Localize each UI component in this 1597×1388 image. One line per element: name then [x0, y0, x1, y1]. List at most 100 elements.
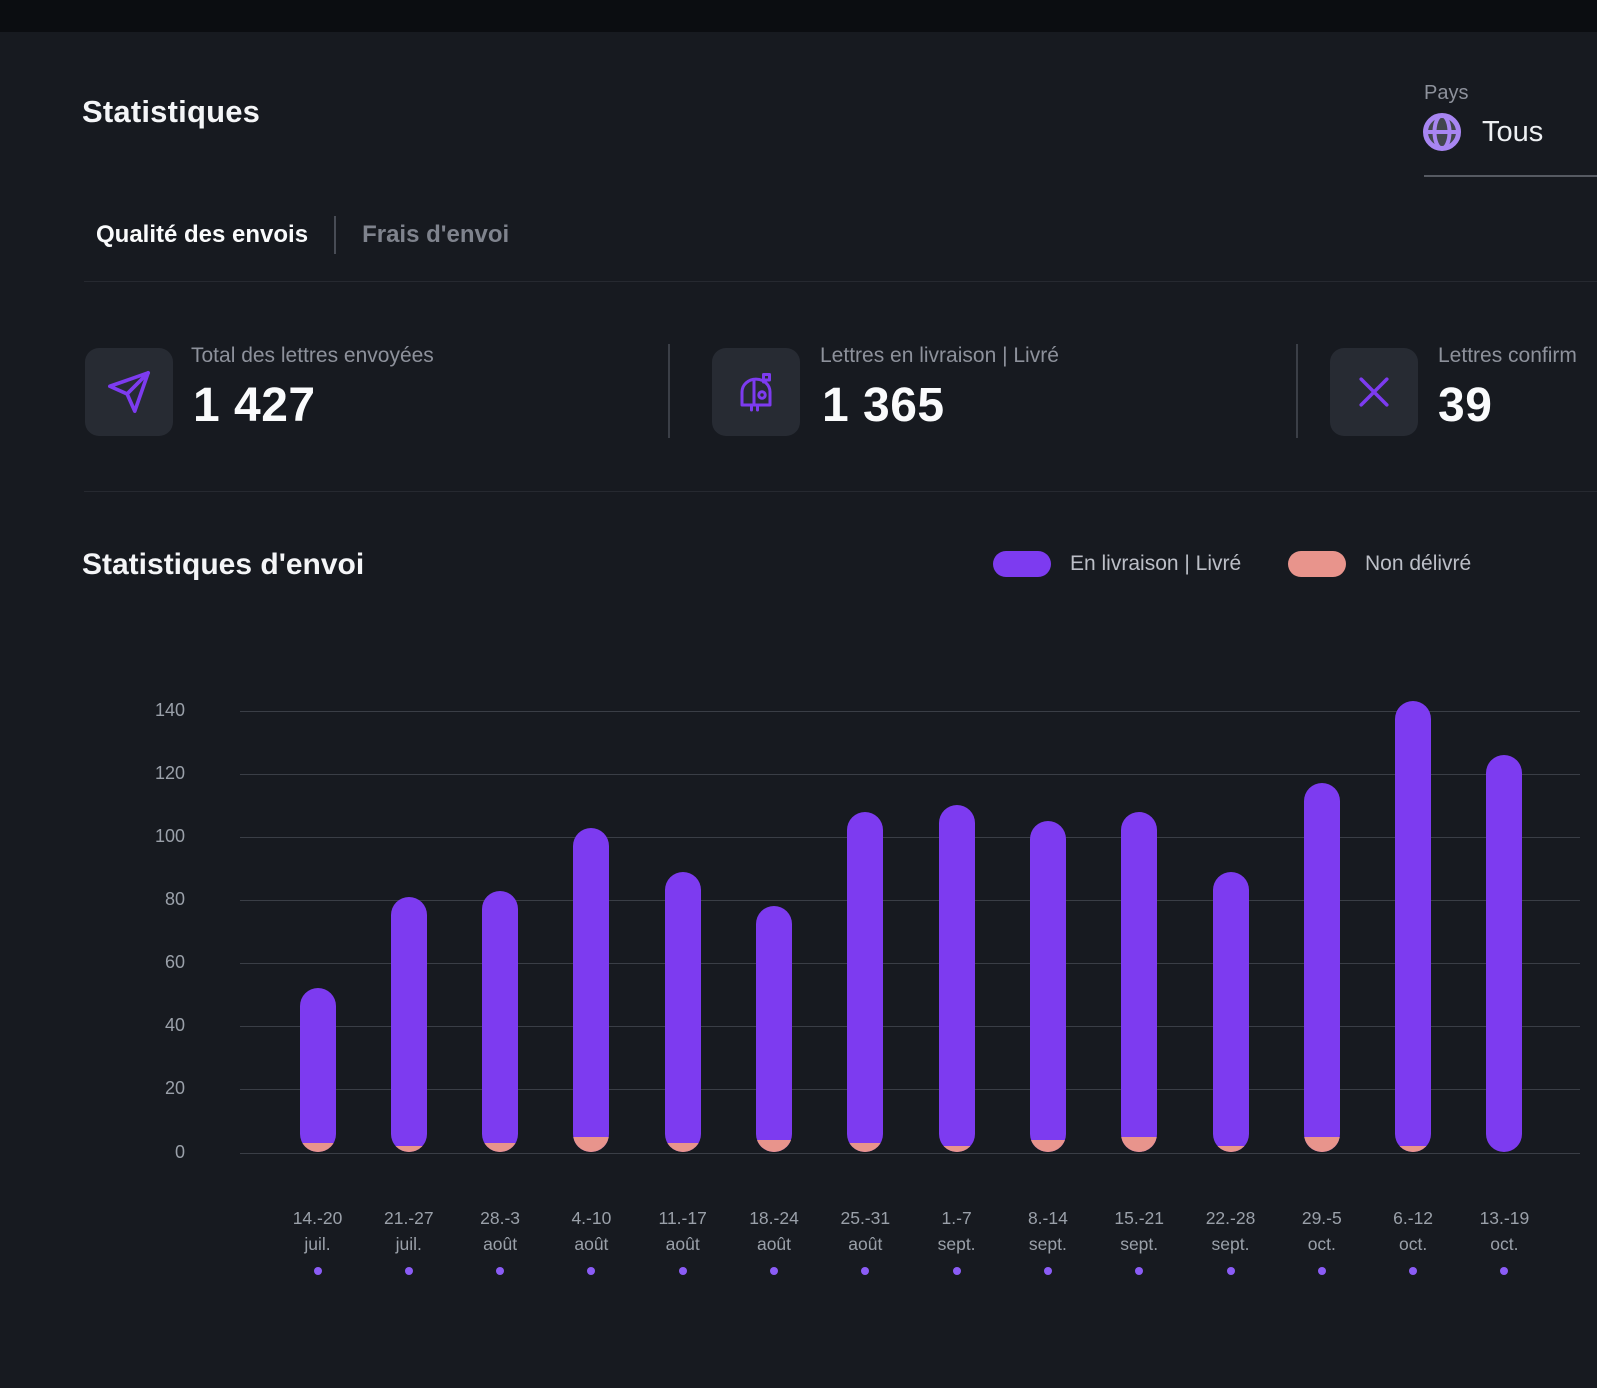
y-axis-tick-60: 60 [164, 952, 185, 973]
x-axis-dot [313, 1267, 322, 1275]
x-axis-label-22.-28: 22.-28 sept. [1205, 1208, 1256, 1254]
tab-divider [334, 216, 337, 254]
chart-bar-segment-non-delivre [482, 1143, 519, 1153]
legend-item-non-delivre[interactable]: Non délivré [1288, 551, 1471, 577]
legend-swatch-salmon [1288, 551, 1346, 577]
stat-value-livraison: 1 365 [822, 379, 945, 432]
chart-bar-segment-non-delivre [1212, 1146, 1249, 1153]
x-axis-dot [952, 1267, 961, 1275]
gridline-y-40 [240, 1026, 1580, 1028]
stat-divider [1296, 344, 1298, 438]
country-select-label: Pays [1424, 82, 1469, 104]
stat-icon-tile-total [85, 348, 173, 436]
gridline-y-60 [240, 963, 1580, 965]
mailbox-icon [732, 368, 780, 416]
y-axis-tick-40: 40 [164, 1015, 185, 1036]
chart-title: Statistiques d'envoi [82, 548, 365, 581]
chart-bar-segment-non-delivre [1395, 1146, 1432, 1153]
chart-bar-13.-19-oct.[interactable] [1486, 754, 1523, 1153]
gridline-y-100 [240, 837, 1580, 838]
country-select[interactable]: Tous [1422, 112, 1543, 152]
chart-bar-1.-7-sept.[interactable] [938, 805, 975, 1153]
chart-bar-4.-10-août[interactable] [573, 827, 610, 1153]
chart-bar-segment-non-delivre [938, 1146, 975, 1153]
legend-label: Non délivré [1365, 552, 1472, 575]
y-axis-tick-20: 20 [164, 1078, 185, 1099]
x-axis-dot [1317, 1267, 1326, 1275]
top-strip [0, 0, 1597, 32]
y-axis-tick-0: 0 [174, 1141, 185, 1162]
stat-label-confirm: Lettres confirm [1438, 344, 1577, 367]
x-axis-label-6.-12: 6.-12 oct. [1393, 1208, 1434, 1254]
x-axis-label-14.-20: 14.-20 juil. [292, 1208, 343, 1254]
x-axis-label-21.-27: 21.-27 juil. [383, 1208, 434, 1254]
gridline-y-80 [240, 900, 1580, 902]
tab-qualite-des-envois[interactable]: Qualité des envois [96, 221, 309, 248]
gridline-y-140 [240, 710, 1580, 712]
gridline-y-0 [240, 1152, 1580, 1154]
x-axis-dot [587, 1267, 596, 1275]
x-axis-label-1.-7: 1.-7 sept. [937, 1208, 976, 1254]
x-axis-dot [496, 1267, 505, 1275]
x-axis-dot [1409, 1267, 1418, 1275]
chart-bar-segment-non-delivre [664, 1143, 701, 1153]
x-axis-label-29.-5: 29.-5 oct. [1301, 1208, 1342, 1254]
globe-icon [1422, 112, 1462, 152]
chart-bar-25.-31-août[interactable] [847, 811, 884, 1153]
y-axis-tick-120: 120 [154, 762, 185, 783]
x-axis-label-28.-3: 28.-3 août [480, 1208, 521, 1254]
gridline-y-20 [240, 1089, 1580, 1091]
stat-icon-tile-livraison [712, 348, 800, 436]
chart-bar-29.-5-oct.[interactable] [1303, 783, 1340, 1153]
x-axis-dot [404, 1267, 413, 1275]
chart-bar-18.-24-août[interactable] [756, 906, 792, 1153]
legend-label: En livraison | Livré [1070, 552, 1242, 575]
x-axis-label-18.-24: 18.-24 août [749, 1208, 799, 1254]
x-axis-dot [1043, 1267, 1052, 1275]
x-axis-label-4.-10: 4.-10 août [571, 1208, 612, 1254]
x-axis-dot [1500, 1267, 1509, 1275]
legend-swatch-purple [993, 551, 1051, 577]
country-select-value: Tous [1482, 115, 1544, 148]
y-axis-tick-80: 80 [164, 889, 185, 910]
chart-bar-11.-17-août[interactable] [664, 871, 701, 1153]
chart-bar-22.-28-sept.[interactable] [1212, 871, 1249, 1153]
chart-bar-segment-non-delivre [847, 1143, 884, 1153]
chart-bar-28.-3-août[interactable] [482, 890, 519, 1153]
chart-bar-segment-non-delivre [299, 1143, 336, 1153]
x-axis-label-25.-31: 25.-31 août [840, 1208, 891, 1254]
chart-bar-segment-non-delivre [1029, 1139, 1066, 1153]
country-select-underline [1424, 175, 1597, 177]
x-axis-dot [770, 1267, 778, 1275]
chart-bar-segment-non-delivre [1303, 1136, 1340, 1153]
stat-icon-tile-confirm [1330, 348, 1418, 436]
chart-bar-14.-20-juil.[interactable] [299, 988, 336, 1153]
chart-bar-15.-21-sept.[interactable] [1121, 811, 1158, 1153]
stat-divider [668, 344, 670, 438]
gridline-y-120 [240, 773, 1580, 775]
send-icon [106, 369, 152, 415]
tabs-divider-line [84, 281, 1597, 282]
stat-label-livraison: Lettres en livraison | Livré [820, 344, 1059, 367]
tab-frais-denvoi[interactable]: Frais d'envoi [362, 221, 510, 248]
x-axis-dot [861, 1267, 870, 1275]
chart-bar-6.-12-oct.[interactable] [1395, 701, 1432, 1153]
x-axis-label-11.-17: 11.-17 août [658, 1208, 707, 1254]
stat-value-total: 1 427 [193, 379, 316, 432]
chart-bar-8.-14-sept.[interactable] [1029, 821, 1066, 1153]
y-axis-tick-140: 140 [154, 699, 185, 720]
x-axis-label-13.-19: 13.-19 oct. [1479, 1208, 1530, 1254]
legend-item-en-livraison[interactable]: En livraison | Livré [993, 551, 1241, 577]
stats-divider-line [84, 491, 1597, 492]
x-axis-dot [1226, 1267, 1235, 1275]
tabs: Qualité des envois Frais d'envoi [96, 216, 509, 254]
chart-bar-segment-non-delivre [1121, 1136, 1158, 1153]
x-axis-label-8.-14: 8.-14 sept. [1027, 1208, 1068, 1254]
chart-bar-segment-non-delivre [390, 1146, 427, 1153]
page-title: Statistiques [82, 94, 261, 129]
stat-value-confirm: 39 [1438, 379, 1493, 432]
x-axis-dot [678, 1267, 687, 1275]
chart-bar-segment-non-delivre [573, 1136, 610, 1153]
chart-bar-21.-27-juil.[interactable] [390, 896, 427, 1153]
